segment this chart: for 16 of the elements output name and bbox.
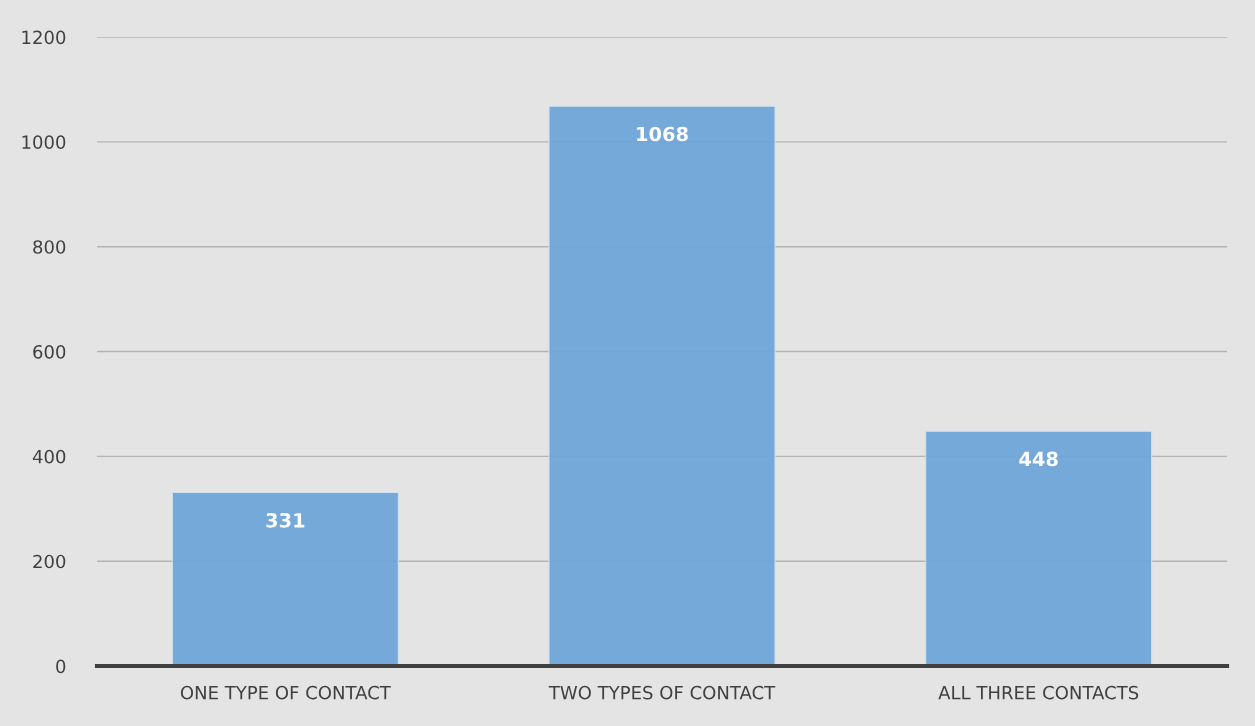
y-tick-label: 200: [33, 554, 66, 569]
data-label: 448: [1019, 451, 1058, 467]
y-tick-label: 600: [33, 344, 66, 359]
y-tick-label: 1200: [22, 30, 66, 45]
x-tick-label: ALL THREE CONTACTS: [938, 685, 1139, 700]
bar: [548, 105, 776, 667]
x-tick-label: ONE TYPE OF CONTACT: [180, 685, 391, 700]
y-tick-label: 0: [56, 659, 66, 674]
y-tick-label: 400: [32, 449, 66, 464]
bar: [925, 430, 1153, 667]
y-tick-label: 800: [33, 240, 66, 254]
data-label: 1068: [637, 126, 688, 142]
data-label: 331: [266, 512, 305, 528]
bar: [171, 491, 399, 667]
y-tick-label: 1000: [22, 135, 66, 149]
x-tick-label: TWO TYPES OF CONTACT: [548, 685, 776, 700]
